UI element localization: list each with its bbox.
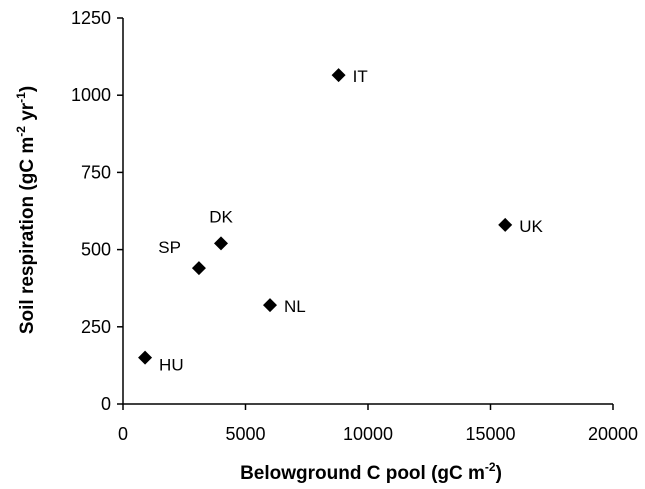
data-point-dk <box>214 236 228 251</box>
y-tick-label: 750 <box>81 162 111 182</box>
point-label-uk: UK <box>519 217 543 236</box>
x-tick-label: 10000 <box>343 424 393 444</box>
point-label-it: IT <box>353 67 368 86</box>
data-points: IT UK DK SP NL HU <box>138 67 543 375</box>
y-axis-ticks: 0 250 500 750 1000 1250 <box>71 8 123 414</box>
point-label-sp: SP <box>158 238 181 257</box>
point-label-hu: HU <box>159 356 184 375</box>
y-tick-label: 1000 <box>71 85 111 105</box>
y-tick-label: 1250 <box>71 8 111 28</box>
data-point-sp <box>191 261 206 276</box>
y-tick-label: 0 <box>101 394 111 414</box>
x-tick-label: 15000 <box>465 424 515 444</box>
point-label-dk: DK <box>209 207 233 226</box>
data-point-hu <box>138 350 153 365</box>
x-tick-label: 0 <box>118 424 128 444</box>
x-axis-ticks: 0 5000 10000 15000 20000 <box>118 404 638 444</box>
y-tick-label: 500 <box>81 240 111 260</box>
axes <box>122 18 613 405</box>
point-label-nl: NL <box>284 297 306 316</box>
y-axis-title: Soil respiration (gC m-2 yr-1) <box>14 86 38 334</box>
data-point-it <box>331 68 346 83</box>
plot-area: 0 5000 10000 15000 20000 025050075010001250 … <box>71 8 638 444</box>
x-tick-label: 5000 <box>225 424 265 444</box>
data-point-uk <box>498 217 513 232</box>
y-tick-label: 250 <box>81 317 111 337</box>
x-tick-label: 20000 <box>588 424 638 444</box>
data-point-nl <box>263 298 277 313</box>
x-axis-title: Belowground C pool (gC m-2) <box>240 460 502 484</box>
